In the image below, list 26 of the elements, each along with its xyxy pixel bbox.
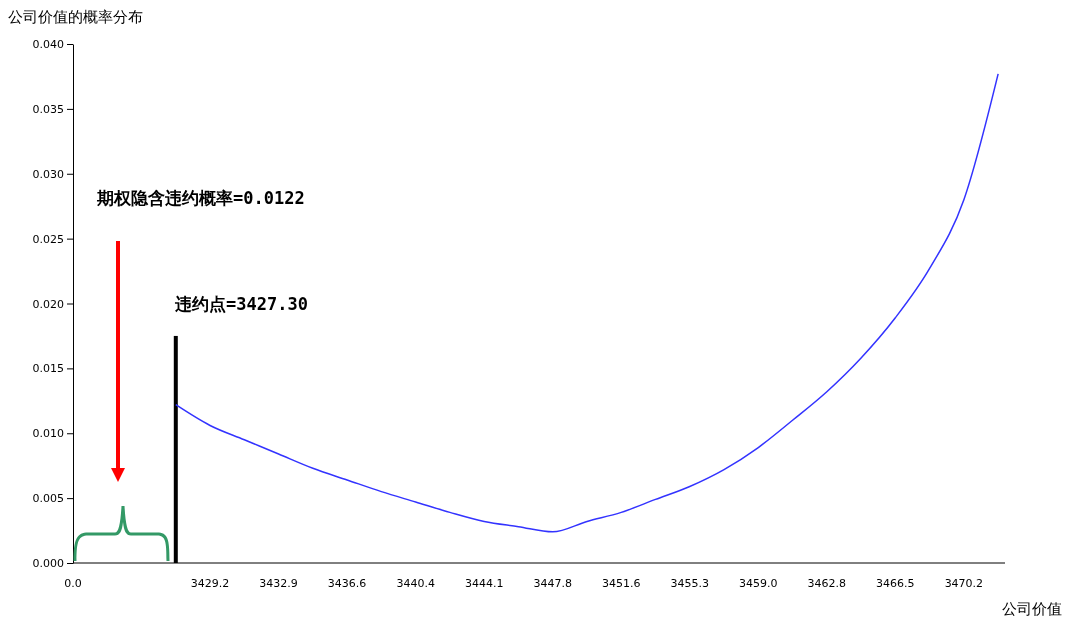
y-tick-label: 0.015	[32, 362, 64, 376]
x-tick-label: 3432.9	[259, 577, 298, 590]
x-tick-label: 0.0	[64, 577, 82, 590]
y-tick-label: 0.000	[32, 557, 64, 571]
x-tick-label: 3459.0	[739, 577, 778, 590]
y-tick-label: 0.010	[32, 427, 64, 441]
x-tick-label: 3436.6	[327, 577, 367, 590]
x-tick-label: 3470.2	[944, 577, 984, 590]
annotation: 违约点=3427.30	[174, 294, 308, 314]
x-tick-label: 3429.2	[190, 577, 230, 590]
y-tick-label: 0.030	[32, 167, 64, 181]
x-tick-label: 3444.1	[464, 577, 504, 590]
x-tick-label: 3447.8	[533, 577, 572, 590]
y-axis-title: 公司价值的概率分布	[8, 8, 143, 26]
annotation: 期权隐含违约概率=0.0122	[96, 188, 305, 208]
y-tick-label: 0.020	[32, 297, 64, 311]
x-axis-title: 公司价值	[1002, 600, 1062, 618]
x-tick-label: 3440.4	[396, 577, 435, 590]
x-tick-label: 3462.8	[807, 577, 847, 590]
y-tick-label: 0.025	[32, 232, 64, 246]
x-tick-label: 3451.6	[601, 577, 641, 590]
y-tick-label: 0.040	[32, 38, 64, 52]
x-tick-label: 3455.3	[670, 577, 710, 590]
x-tick-label: 3466.5	[876, 577, 915, 590]
y-tick-label: 0.035	[32, 102, 64, 116]
y-tick-label: 0.005	[32, 492, 64, 506]
